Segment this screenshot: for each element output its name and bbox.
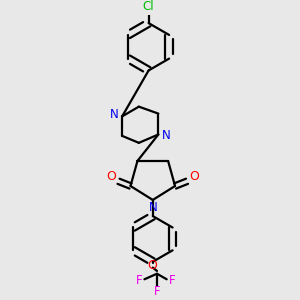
Text: O: O [106,170,116,183]
Text: F: F [169,274,175,287]
Text: Cl: Cl [143,0,154,13]
Text: O: O [147,259,157,272]
Text: N: N [162,129,171,142]
Text: N: N [148,201,157,214]
Text: O: O [190,170,200,183]
Text: F: F [136,274,142,287]
Text: F: F [154,285,160,298]
Text: N: N [110,109,119,122]
